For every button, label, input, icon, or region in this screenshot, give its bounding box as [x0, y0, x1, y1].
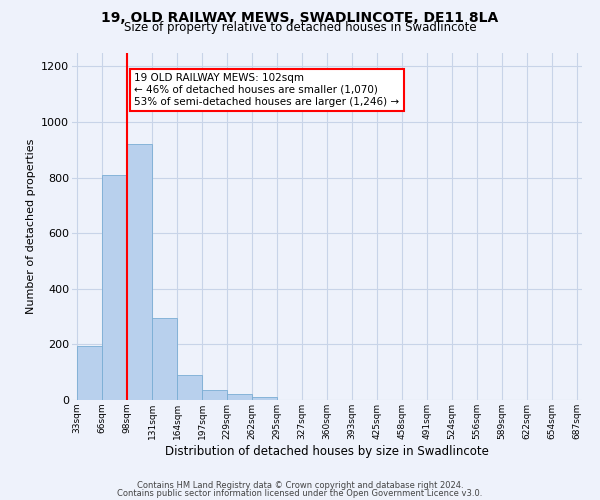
Y-axis label: Number of detached properties: Number of detached properties — [26, 138, 35, 314]
Bar — [227, 394, 252, 400]
Text: Contains public sector information licensed under the Open Government Licence v3: Contains public sector information licen… — [118, 488, 482, 498]
Text: Contains HM Land Registry data © Crown copyright and database right 2024.: Contains HM Land Registry data © Crown c… — [137, 481, 463, 490]
Bar — [127, 144, 152, 400]
Text: Size of property relative to detached houses in Swadlincote: Size of property relative to detached ho… — [124, 21, 476, 34]
Text: 19 OLD RAILWAY MEWS: 102sqm
← 46% of detached houses are smaller (1,070)
53% of : 19 OLD RAILWAY MEWS: 102sqm ← 46% of det… — [134, 74, 400, 106]
Bar — [152, 318, 177, 400]
Bar — [102, 175, 127, 400]
Text: 19, OLD RAILWAY MEWS, SWADLINCOTE, DE11 8LA: 19, OLD RAILWAY MEWS, SWADLINCOTE, DE11 … — [101, 11, 499, 25]
Bar — [252, 397, 277, 400]
Bar — [202, 390, 227, 400]
X-axis label: Distribution of detached houses by size in Swadlincote: Distribution of detached houses by size … — [165, 444, 489, 458]
Bar — [77, 346, 102, 400]
Bar — [177, 375, 202, 400]
